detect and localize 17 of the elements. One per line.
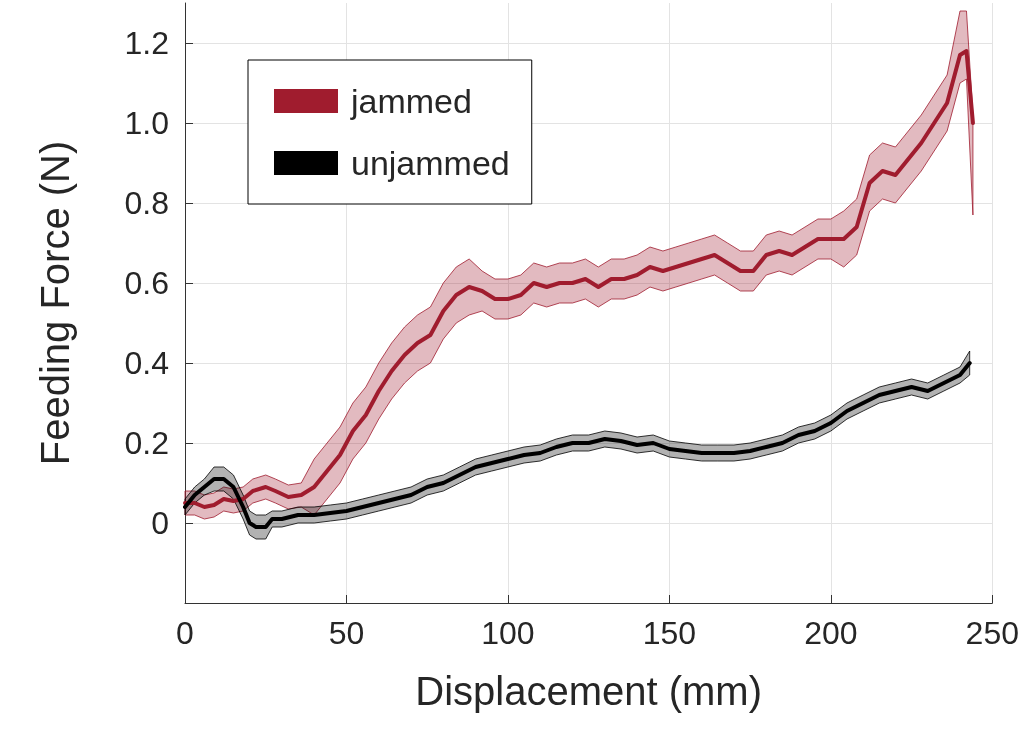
x-tick-label: 200 <box>804 615 858 651</box>
y-tick-label: 0 <box>151 505 169 541</box>
y-tick-label: 1.2 <box>124 25 169 61</box>
legend-label: jammed <box>350 82 472 120</box>
x-tick-label: 0 <box>176 615 194 651</box>
x-axis-title: Displacement (mm) <box>415 669 763 713</box>
y-axis-title: Feeding Force (N) <box>33 140 77 466</box>
y-tick-label: 0.6 <box>124 265 169 301</box>
x-tick-label: 150 <box>642 615 697 651</box>
y-tick-label: 0.2 <box>124 425 169 461</box>
legend-label: unjammed <box>351 144 510 182</box>
y-tick-label: 1.0 <box>124 105 169 141</box>
x-tick-label: 250 <box>965 615 1019 651</box>
y-tick-label: 0.8 <box>124 185 169 221</box>
x-tick-label: 100 <box>481 615 535 651</box>
x-tick-label: 50 <box>328 615 365 651</box>
y-tick-label: 0.4 <box>124 345 169 381</box>
